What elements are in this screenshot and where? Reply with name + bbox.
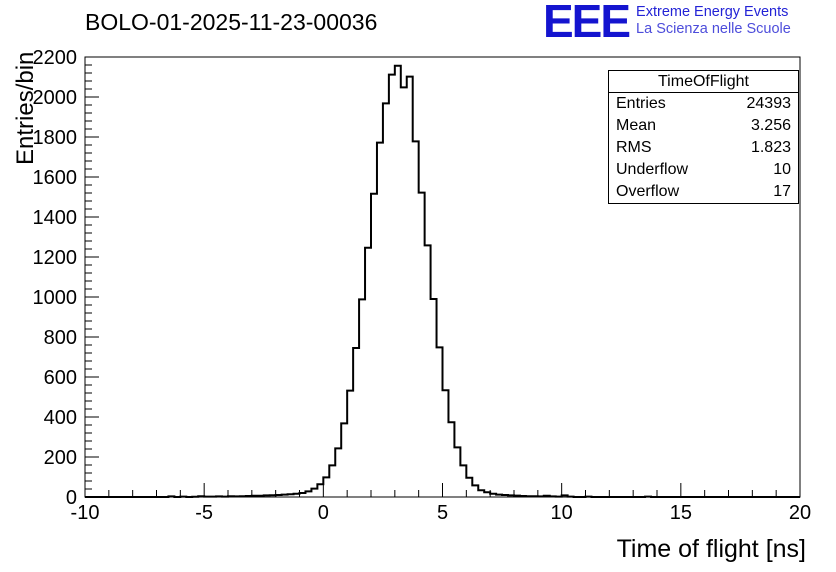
y-axis-title: Entries/bin [12,51,39,165]
eee-logo-line2: La Scienza nelle Scuole [636,21,791,37]
y-tick-label: 200 [44,447,77,469]
eee-logo-line1: Extreme Energy Events [636,4,789,20]
stats-row-mean: Mean 3.256 [609,115,798,137]
stats-row-overflow: Overflow 17 [609,181,798,203]
y-tick-label: 1200 [33,247,78,269]
x-axis-title: Time of flight [ns] [616,535,806,563]
stat-label: Underflow [616,161,689,178]
x-tick-label: 10 [551,502,573,524]
eee-logo-subtitle: Extreme Energy Events La Scienza nelle S… [636,2,791,38]
y-tick-label: 1000 [33,287,78,309]
y-tick-label: 2200 [33,47,78,69]
x-tick-label: -10 [71,502,100,524]
stat-value: 17 [773,183,791,200]
x-tick-label: 0 [318,502,329,524]
x-tick-label: 20 [789,502,811,524]
y-tick-label: 0 [66,487,77,509]
stats-row-underflow: Underflow 10 [609,159,798,181]
x-tick-label: -5 [195,502,213,524]
stat-value: 10 [773,161,791,178]
histogram-line [85,64,800,498]
stats-row-rms: RMS 1.823 [609,137,798,159]
y-tick-label: 400 [44,407,77,429]
y-tick-label: 1600 [33,167,78,189]
y-tick-label: 1800 [33,127,78,149]
stat-label: RMS [616,139,652,156]
stat-label: Entries [616,95,666,112]
eee-logo-text: EEE [543,0,631,47]
stat-value: 3.256 [750,117,791,134]
x-tick-label: 5 [437,502,448,524]
stats-title: TimeOfFlight [609,71,798,93]
plot-title: BOLO-01-2025-11-23-00036 [85,9,378,35]
stats-row-entries: Entries 24393 [609,93,798,115]
stat-value: 1.823 [750,139,791,156]
stat-label: Overflow [616,183,680,200]
x-tick-label: 15 [670,502,692,524]
stat-value: 24393 [746,95,792,112]
eee-logo: EEE Extreme Energy Events La Scienza nel… [543,0,791,47]
stats-box: TimeOfFlight Entries 24393 Mean 3.256 RM… [608,70,799,204]
y-tick-label: 2000 [33,87,78,109]
y-tick-label: 600 [44,367,77,389]
stat-label: Mean [616,117,657,134]
y-tick-label: 1400 [33,207,78,229]
y-tick-label: 800 [44,327,77,349]
